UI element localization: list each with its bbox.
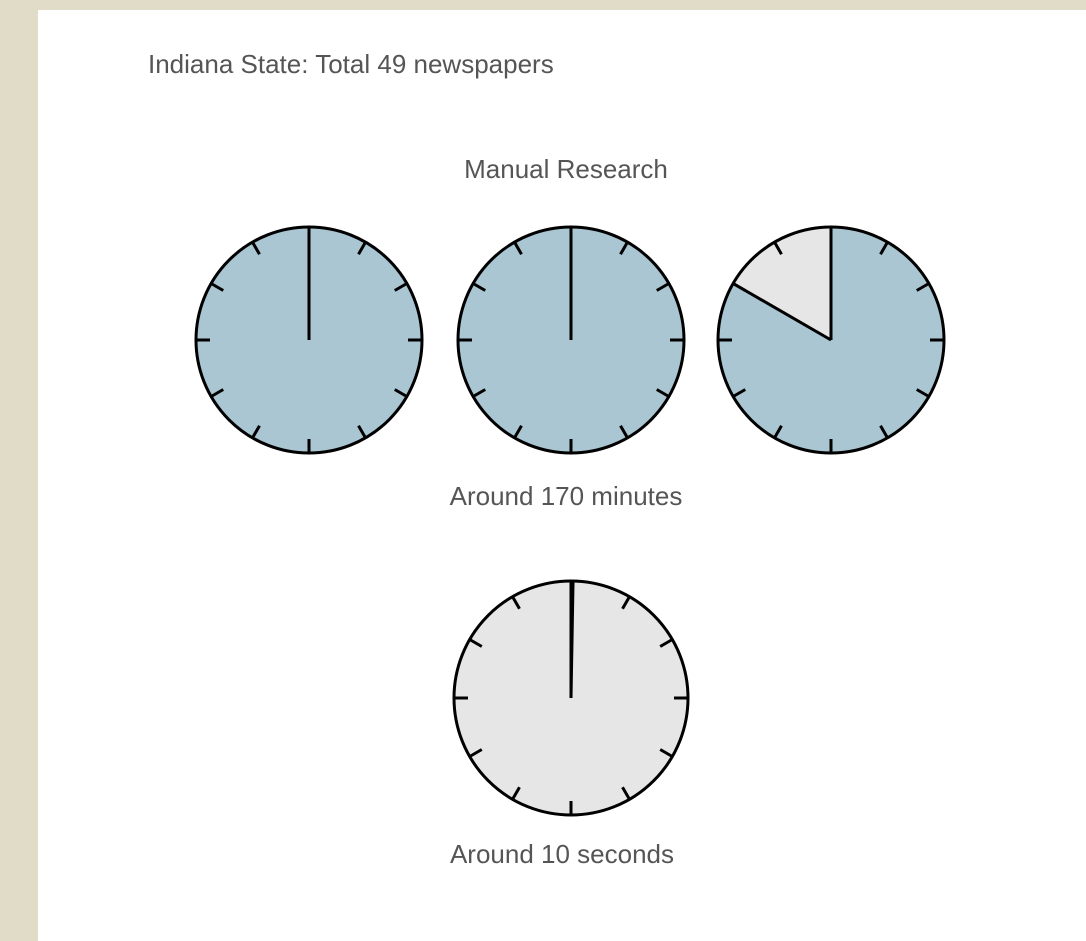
clock-tick — [472, 388, 487, 398]
clock-tick — [511, 595, 521, 610]
clock-tick — [621, 786, 631, 801]
clock-tick — [357, 424, 367, 439]
clock-tick — [659, 638, 674, 648]
clock-tick — [472, 282, 487, 292]
clock-tick — [251, 241, 261, 256]
clock-tick — [393, 282, 408, 292]
clock-tick — [732, 282, 747, 292]
clock-tick — [357, 241, 367, 256]
group-heading: Manual Research — [464, 154, 668, 184]
group-caption: Around 10 seconds — [450, 839, 674, 869]
title: Indiana State: Total 49 newspapers — [148, 49, 554, 79]
clock-tick — [468, 748, 483, 758]
clock-tick — [210, 388, 225, 398]
clock-tick — [879, 241, 889, 256]
clock-tick — [513, 424, 523, 439]
clock-tick — [251, 424, 261, 439]
clock-tick — [732, 388, 747, 398]
clock-tick — [511, 786, 521, 801]
clock-tick — [393, 388, 408, 398]
clock-rim — [716, 225, 946, 455]
clock-tick — [655, 388, 670, 398]
clock-tick — [619, 241, 629, 256]
clock-rim — [194, 225, 424, 455]
clock-tick — [655, 282, 670, 292]
clock-tick — [773, 424, 783, 439]
clock-rim — [452, 579, 690, 817]
clock-tick — [879, 424, 889, 439]
clock-tick — [513, 241, 523, 256]
clock-tick — [915, 282, 930, 292]
clock-rim — [456, 225, 686, 455]
clock-tick — [659, 748, 674, 758]
group-caption: Around 170 minutes — [450, 481, 683, 511]
clock-tick — [468, 638, 483, 648]
clock-tick — [915, 388, 930, 398]
clock-tick — [621, 595, 631, 610]
clock-hand — [732, 282, 832, 342]
clock-tick — [773, 241, 783, 256]
clock-tick — [619, 424, 629, 439]
clock-tick — [210, 282, 225, 292]
